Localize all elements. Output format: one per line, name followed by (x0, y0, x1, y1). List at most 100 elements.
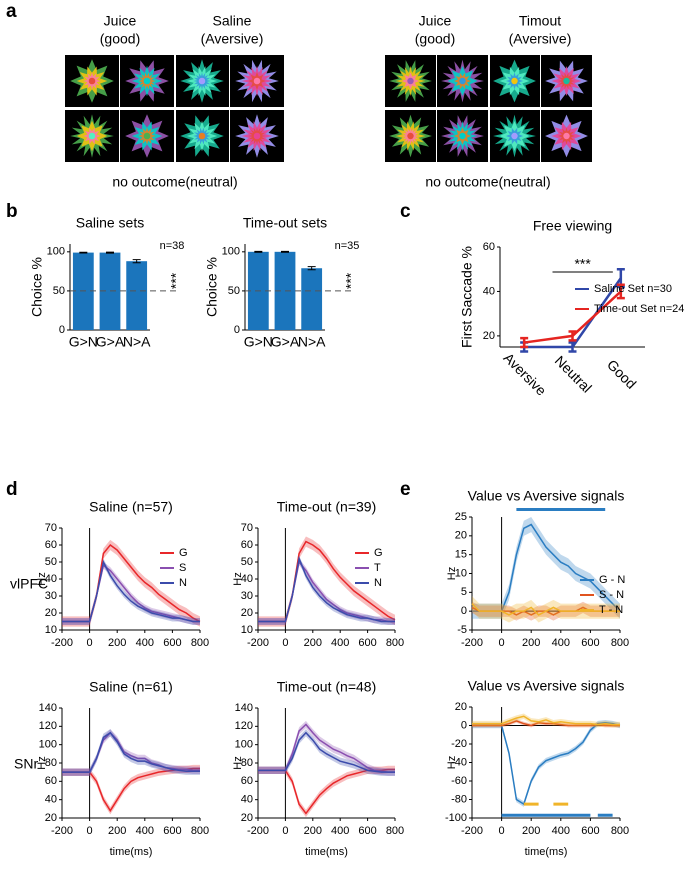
panel-letter: a (6, 1, 17, 22)
x-tick-label: 800 (386, 825, 404, 837)
caption: no outcome(neutral) (112, 174, 237, 190)
x-tick-label: Aversive (501, 350, 550, 399)
error-band (62, 558, 200, 625)
y-tick-label: 100 (47, 246, 65, 258)
stimulus-center (459, 132, 466, 140)
y-tick-label: 100 (39, 739, 57, 751)
x-tick-label: 800 (191, 637, 209, 649)
x-tick-label: 200 (108, 825, 126, 837)
y-tick-label: 0 (234, 324, 240, 336)
error-bar (568, 330, 577, 342)
y-tick-label: 50 (53, 285, 65, 297)
series-line (472, 523, 621, 612)
y-tick-label: 20 (45, 812, 57, 824)
y-tick-label: 25 (455, 511, 467, 523)
stimulus-center (143, 132, 151, 140)
y-tick-label: 10 (455, 567, 467, 579)
stimulus-center (459, 77, 466, 85)
chart-title: Value vs Aversive signals (468, 488, 625, 504)
x-tick-label: 200 (108, 637, 126, 649)
row-label: vlPFC (10, 576, 48, 592)
y-tick-label: 120 (39, 720, 57, 732)
x-tick-label: -200 (461, 825, 483, 837)
group-title: (good) (100, 31, 140, 47)
y-tick-label: -40 (451, 756, 467, 768)
error-bar (254, 250, 263, 253)
stimulus-center (253, 77, 261, 85)
stimulus-center (511, 132, 518, 140)
chart-title: Time-out sets (243, 215, 327, 231)
chart-title: Saline (n=57) (89, 499, 173, 515)
x-tick-label: 800 (611, 825, 629, 837)
y-tick-label: 40 (483, 285, 495, 297)
x-tick-label: 0 (282, 825, 288, 837)
y-tick-label: 60 (483, 241, 495, 253)
y-tick-label: 10 (45, 624, 57, 636)
y-tick-label: 0 (461, 719, 467, 731)
error-bar (307, 266, 316, 271)
y-axis-label: Hz (36, 572, 48, 585)
y-axis-label: Hz (446, 756, 458, 769)
bar (301, 268, 323, 330)
significance: *** (574, 256, 591, 272)
x-tick-label: 600 (358, 637, 376, 649)
group-title: (good) (415, 31, 455, 47)
y-tick-label: 80 (241, 757, 253, 769)
x-tick-label: 200 (522, 637, 540, 649)
x-tick-label: 400 (136, 825, 154, 837)
error-bar (106, 251, 114, 254)
error-band (258, 729, 395, 776)
legend-label: G (179, 547, 188, 559)
y-tick-label: 50 (45, 556, 57, 568)
chart-title: Value vs Aversive signals (468, 678, 625, 694)
stimulus-center (143, 77, 151, 85)
x-tick-label: 600 (581, 825, 599, 837)
y-tick-label: 40 (241, 794, 253, 806)
error-band (472, 719, 620, 807)
stimulus-center (407, 77, 414, 85)
y-tick-label: -5 (457, 624, 467, 636)
stimulus-center (563, 77, 570, 85)
stimulus-center (88, 77, 96, 85)
x-tick-label: 0 (282, 637, 288, 649)
y-axis-label: Choice % (204, 257, 220, 317)
x-tick-label: 800 (191, 825, 209, 837)
y-tick-label: -60 (451, 775, 467, 787)
chart-title: Free viewing (533, 218, 612, 234)
chart-title: Saline sets (76, 215, 144, 231)
x-tick-label: 400 (552, 825, 570, 837)
error-bar (568, 341, 577, 353)
group-title: (Aversive) (509, 31, 572, 47)
panel-letter: b (6, 201, 18, 222)
group-title: Juice (104, 13, 137, 29)
stimulus-center (198, 132, 206, 140)
y-tick-label: 120 (235, 720, 253, 732)
y-tick-label: 50 (241, 556, 253, 568)
bar (126, 261, 148, 330)
error-band (258, 720, 395, 776)
y-axis-label: Choice % (29, 257, 45, 317)
x-tick-label: 400 (552, 637, 570, 649)
y-tick-label: 20 (241, 812, 253, 824)
x-tick-label: 200 (304, 825, 322, 837)
n-label: n=35 (335, 240, 360, 252)
y-tick-label: 10 (241, 624, 253, 636)
legend-label: N (374, 577, 382, 589)
series-line (258, 723, 395, 773)
group-title: Timout (519, 13, 561, 29)
y-axis-label: Hz (232, 756, 244, 769)
x-tick-label: 400 (331, 637, 349, 649)
x-tick-label: 0 (87, 825, 93, 837)
y-tick-label: -80 (451, 793, 467, 805)
y-tick-label: 60 (45, 539, 57, 551)
x-tick-label: G>N (244, 334, 273, 350)
x-tick-label: 600 (581, 637, 599, 649)
x-tick-label: Neutral (552, 352, 595, 395)
error-bar (281, 250, 289, 253)
y-tick-label: 40 (45, 573, 57, 585)
error-bar (520, 336, 529, 349)
x-tick-label: -200 (51, 825, 73, 837)
y-tick-label: 20 (241, 607, 253, 619)
group-title: (Aversive) (201, 31, 264, 47)
x-tick-label: 600 (163, 825, 181, 837)
